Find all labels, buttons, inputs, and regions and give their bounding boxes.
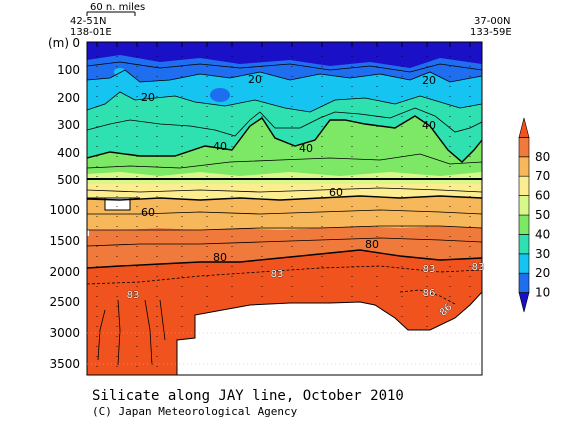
colorbar-tick-label: 80: [535, 150, 550, 164]
y-ticks-upper: 0 100 200 300 400 500: [57, 36, 80, 187]
left-station-lon: 138-01E: [70, 27, 112, 38]
colorbar-segment: [518, 137, 530, 158]
colorbar-tick-label: 40: [535, 227, 550, 241]
colorbar-tick-label: 20: [535, 266, 550, 280]
right-station-lon: 133-59E: [470, 27, 512, 38]
contour-label-40: 40: [213, 140, 227, 153]
upper-contours: [87, 61, 482, 169]
contour-label-83: 83: [127, 290, 140, 301]
contour-label-20: 20: [422, 74, 436, 87]
y-tick-label: 3000: [49, 326, 80, 340]
y-tick-label: 300: [57, 118, 80, 132]
colorbar-segment: [518, 214, 530, 235]
bottom-topography: [86, 197, 140, 375]
colorbar-segment: [518, 292, 530, 313]
seafloor-mask: [176, 290, 483, 376]
contour-label-60: 60: [141, 206, 155, 219]
upper-panel-fill: [87, 42, 482, 179]
y-tick-label: 2000: [49, 265, 80, 279]
y-tick-label: 1000: [49, 203, 80, 217]
y-tick-label: 0: [72, 36, 80, 50]
y-tick-label: 1500: [49, 234, 80, 248]
contour-label-20: 20: [248, 73, 262, 86]
colorbar-tick-label: 50: [535, 208, 550, 222]
chart-credit: (C) Japan Meteorological Agency: [92, 405, 298, 418]
contour-label-83: 83: [472, 262, 485, 273]
y-tick-label: 100: [57, 63, 80, 77]
colorbar-tick-label: 70: [535, 169, 550, 183]
station-ticks: [96, 42, 471, 46]
colorbar-segment: [518, 272, 530, 293]
contour-label-83: 83: [423, 264, 436, 275]
contour-label-80: 80: [365, 238, 379, 251]
colorbar-segment: [518, 195, 530, 216]
colorbar-tick-label: 60: [535, 189, 550, 203]
y-tick-label: 3500: [49, 357, 80, 371]
colorbar-segment: [518, 175, 530, 196]
colorbar-segment: [518, 156, 530, 177]
station-dots: [96, 46, 471, 370]
contour-label-60: 60: [329, 186, 343, 199]
contour-label-40: 40: [422, 119, 436, 132]
colorbar: 10 20 30 40 50 60 70 80: [518, 117, 550, 313]
scale-bar: 60 n. miles: [86, 2, 145, 16]
y-tick-label: 200: [57, 91, 80, 105]
contour-label-86: 86: [423, 288, 436, 299]
lower-contours: [87, 187, 482, 366]
y-ticks-lower: 1000 1500 2000 2500 3000 3500: [49, 203, 80, 371]
contour-label-40: 40: [299, 142, 313, 155]
contour-label-83: 83: [271, 269, 284, 280]
colorbar-segment: [518, 117, 530, 138]
colorbar-segment: [518, 253, 530, 274]
contour-label-80: 80: [213, 251, 227, 264]
y-axis-unit: (m): [48, 36, 69, 50]
contour-label-20: 20: [141, 91, 155, 104]
left-station-lat: 42-51N: [70, 16, 107, 27]
colorbar-tick-label: 30: [535, 247, 550, 261]
right-station-lat: 37-00N: [474, 16, 511, 27]
contour-labels: 20 20 20 40 40 40 60 60 80 80 83 83 83 8…: [126, 73, 485, 319]
y-tick-label: 2500: [49, 295, 80, 309]
colorbar-segment: [518, 234, 530, 255]
y-tick-label: 500: [57, 173, 80, 187]
colorbar-tick-label: 10: [535, 286, 550, 300]
scale-bar-label: 60 n. miles: [90, 2, 145, 13]
y-tick-label: 400: [57, 146, 80, 160]
chart-title: Silicate along JAY line, October 2010: [92, 388, 404, 404]
